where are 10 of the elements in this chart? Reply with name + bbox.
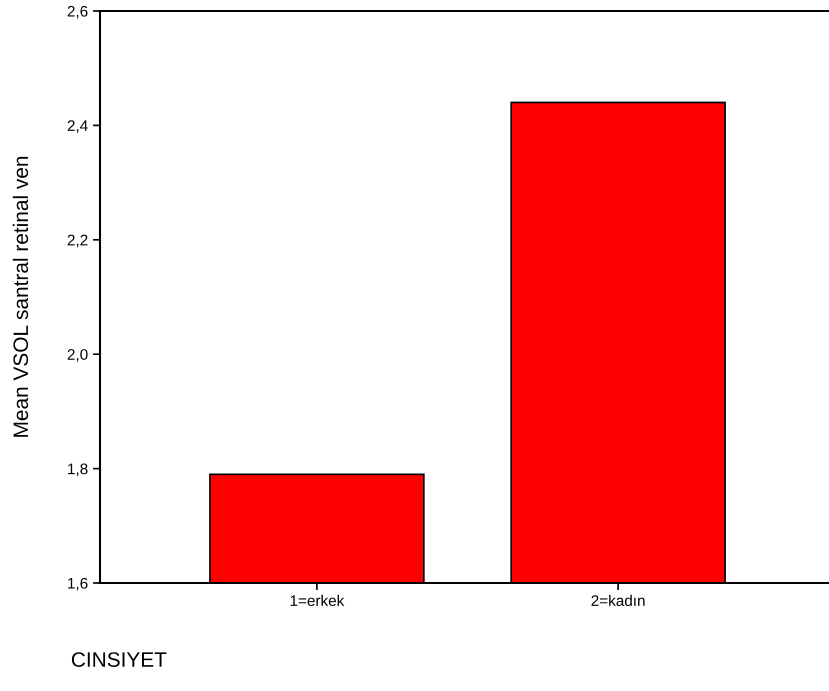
y-tick-label: 2,4: [68, 120, 88, 133]
y-tick-label: 1,6: [68, 578, 88, 590]
x-tick-label: 2=kadın: [592, 594, 645, 606]
y-tick-label: 2,6: [68, 6, 88, 18]
y-tick-label: 2,0: [68, 349, 88, 362]
x-axis-title: CINSIYET: [72, 652, 166, 667]
y-tick-label: 2,2: [68, 234, 88, 248]
x-tick-label: 1=erkek: [290, 594, 344, 606]
y-axis-title: Mean VSOL santral retinal ven: [12, 156, 28, 437]
y-tick-label: 1,8: [68, 463, 88, 476]
